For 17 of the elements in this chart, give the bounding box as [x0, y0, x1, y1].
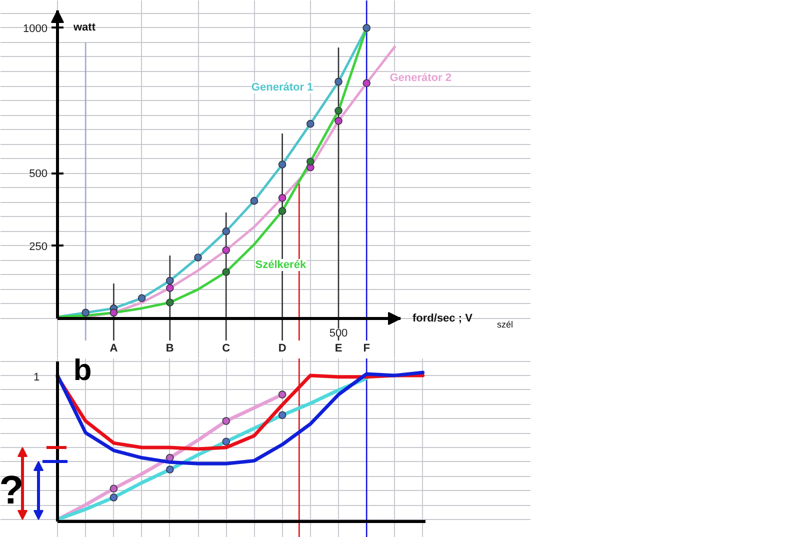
y-tick-label: 500: [29, 168, 48, 180]
x-tick-label: B: [166, 342, 174, 354]
series-label: Generátor 1: [251, 82, 314, 94]
x-tick-label: E: [334, 342, 342, 354]
text: 500: [329, 328, 348, 340]
series-label: Generátor 2: [390, 72, 452, 84]
series-label: Szélkerék: [255, 258, 307, 271]
y-tick-label: 250: [29, 240, 48, 253]
x-tick-label: C: [222, 342, 230, 354]
y-tick-label: 1000: [23, 22, 48, 35]
annotation: b: [73, 354, 92, 387]
x-tick-label: D: [278, 342, 286, 354]
text: 1: [33, 372, 40, 384]
text: ford/sec ; Vszél: [412, 312, 513, 330]
y-axis-title: watt: [72, 22, 96, 34]
x-tick-label: F: [363, 342, 370, 354]
x-tick-label: A: [110, 342, 118, 354]
